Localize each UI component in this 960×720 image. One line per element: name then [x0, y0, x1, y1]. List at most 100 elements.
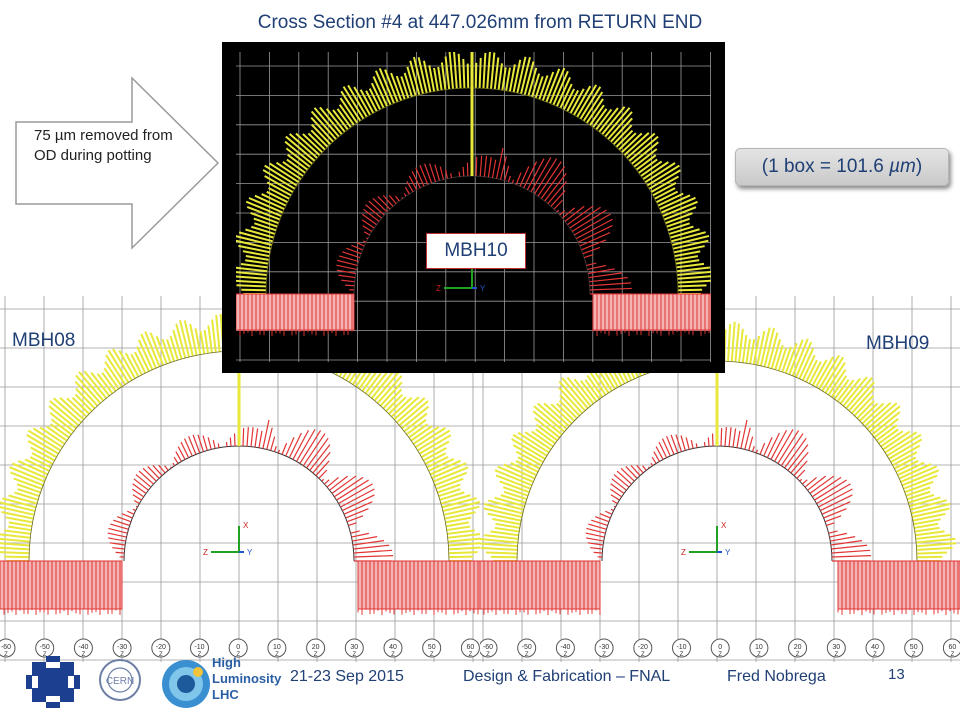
hilumi-logo	[162, 660, 210, 708]
inner-deviation-mark	[192, 434, 201, 454]
inner-deviation-mark	[475, 156, 478, 177]
scale-note-prefix: (1 box = 101.6	[761, 156, 890, 177]
outer-deviation-mark	[50, 423, 70, 439]
inner-deviation-mark	[336, 264, 357, 271]
outer-deviation-mark	[254, 222, 277, 232]
outer-deviation-mark	[240, 262, 268, 269]
outer-deviation-mark	[635, 154, 657, 171]
inner-deviation-mark	[110, 523, 129, 530]
outer-deviation-mark	[497, 465, 534, 483]
inner-deviation-mark	[302, 433, 326, 466]
inner-deviation-mark	[295, 429, 316, 462]
outer-deviation-mark	[238, 244, 271, 254]
outer-deviation-mark	[497, 63, 503, 90]
outer-deviation-mark	[558, 387, 583, 414]
outer-deviation-mark	[367, 371, 389, 397]
axis-tick-circle	[383, 638, 403, 658]
inner-deviation-mark	[133, 500, 140, 505]
outer-deviation-mark	[859, 402, 879, 422]
logo-text-line-2: Luminosity	[212, 671, 282, 686]
axis-tick-circle	[422, 638, 442, 658]
outer-deviation-mark	[777, 347, 788, 372]
inner-deviation-mark	[605, 510, 613, 515]
inner-deviation-mark	[350, 530, 360, 534]
outer-deviation-mark	[440, 494, 471, 505]
axis-tick-letter: Z	[796, 652, 800, 658]
inner-deviation-mark	[142, 467, 157, 482]
inner-deviation-mark	[809, 475, 835, 494]
outer-deviation-mark	[586, 374, 604, 398]
axis-tick-circle	[788, 638, 808, 658]
inner-deviation-mark	[571, 209, 607, 232]
inner-deviation-mark	[590, 547, 603, 550]
outer-deviation-mark	[913, 518, 941, 526]
cern-logo: CERN	[99, 659, 141, 701]
inner-deviation-mark	[401, 196, 404, 199]
outer-deviation-mark	[655, 190, 679, 204]
inner-deviation-mark	[661, 438, 671, 457]
inner-deviation-mark	[170, 466, 172, 469]
outer-deviation-mark	[770, 338, 782, 369]
inner-deviation-mark	[246, 427, 249, 447]
outer-deviation-mark	[827, 369, 847, 396]
outer-deviation-mark	[866, 402, 898, 430]
inner-deviation-mark	[556, 209, 560, 213]
outer-deviation-mark	[103, 367, 120, 390]
outer-deviation-mark	[916, 537, 956, 544]
outer-deviation-mark	[612, 124, 633, 146]
inner-deviation-mark	[346, 247, 362, 255]
inner-deviation-mark	[821, 501, 851, 515]
inner-deviation-mark	[818, 488, 853, 508]
axis-tick-label: 40	[389, 644, 397, 651]
outer-deviation-mark	[914, 526, 940, 533]
outer-deviation-mark	[105, 354, 127, 386]
outer-deviation-mark	[10, 471, 44, 487]
inner-deviation-mark	[594, 516, 610, 523]
outer-deviation-mark	[428, 458, 455, 472]
outer-deviation-mark	[890, 444, 921, 463]
outer-deviation-mark	[385, 393, 403, 412]
outer-deviation-mark	[677, 275, 711, 280]
axis-z-letter: Z	[203, 548, 208, 557]
outer-deviation-mark	[390, 396, 413, 418]
outer-deviation-mark	[269, 162, 300, 184]
footer-author: Fred Nobrega	[727, 668, 826, 685]
outer-deviation-mark	[295, 132, 321, 156]
outer-deviation-mark	[543, 402, 570, 427]
outer-deviation-mark	[880, 430, 904, 448]
outer-deviation-mark	[752, 335, 761, 365]
outer-deviation-mark	[17, 460, 49, 476]
inner-deviation-mark	[115, 551, 125, 554]
outer-deviation-mark	[445, 521, 469, 528]
inner-deviation-mark	[363, 208, 380, 222]
outer-deviation-mark	[494, 526, 520, 533]
inner-deviation-mark	[353, 555, 394, 558]
axis-tick-label: -50	[40, 644, 50, 651]
axis-x-letter: X	[721, 521, 727, 530]
scan-mbh10: XZY	[236, 52, 711, 362]
outer-deviation-mark	[238, 231, 274, 243]
outer-deviation-mark	[401, 405, 430, 430]
outer-deviation-mark	[897, 461, 925, 477]
outer-deviation-mark	[774, 344, 784, 370]
axis-tick-letter: Z	[275, 652, 279, 658]
inner-deviation-mark	[356, 242, 365, 247]
outer-deviation-mark	[811, 359, 828, 386]
outer-deviation-mark	[285, 147, 311, 168]
outer-deviation-mark	[242, 250, 270, 258]
inner-deviation-mark	[547, 181, 567, 204]
inner-deviation-mark	[164, 465, 169, 471]
outer-deviation-mark	[457, 53, 462, 89]
inner-deviation-mark	[127, 510, 135, 515]
inner-deviation-mark	[353, 544, 390, 550]
outer-deviation-mark	[245, 259, 269, 265]
inner-deviation-mark	[777, 430, 800, 464]
outer-deviation-mark	[412, 426, 440, 445]
inner-deviation-mark	[116, 516, 132, 523]
axis-tick-label: -10	[194, 644, 204, 651]
outer-deviation-mark	[516, 56, 527, 94]
outer-deviation-mark	[674, 250, 701, 258]
inner-deviation-mark	[804, 476, 817, 488]
outer-deviation-mark	[545, 68, 561, 103]
outer-deviation-mark	[448, 551, 478, 555]
